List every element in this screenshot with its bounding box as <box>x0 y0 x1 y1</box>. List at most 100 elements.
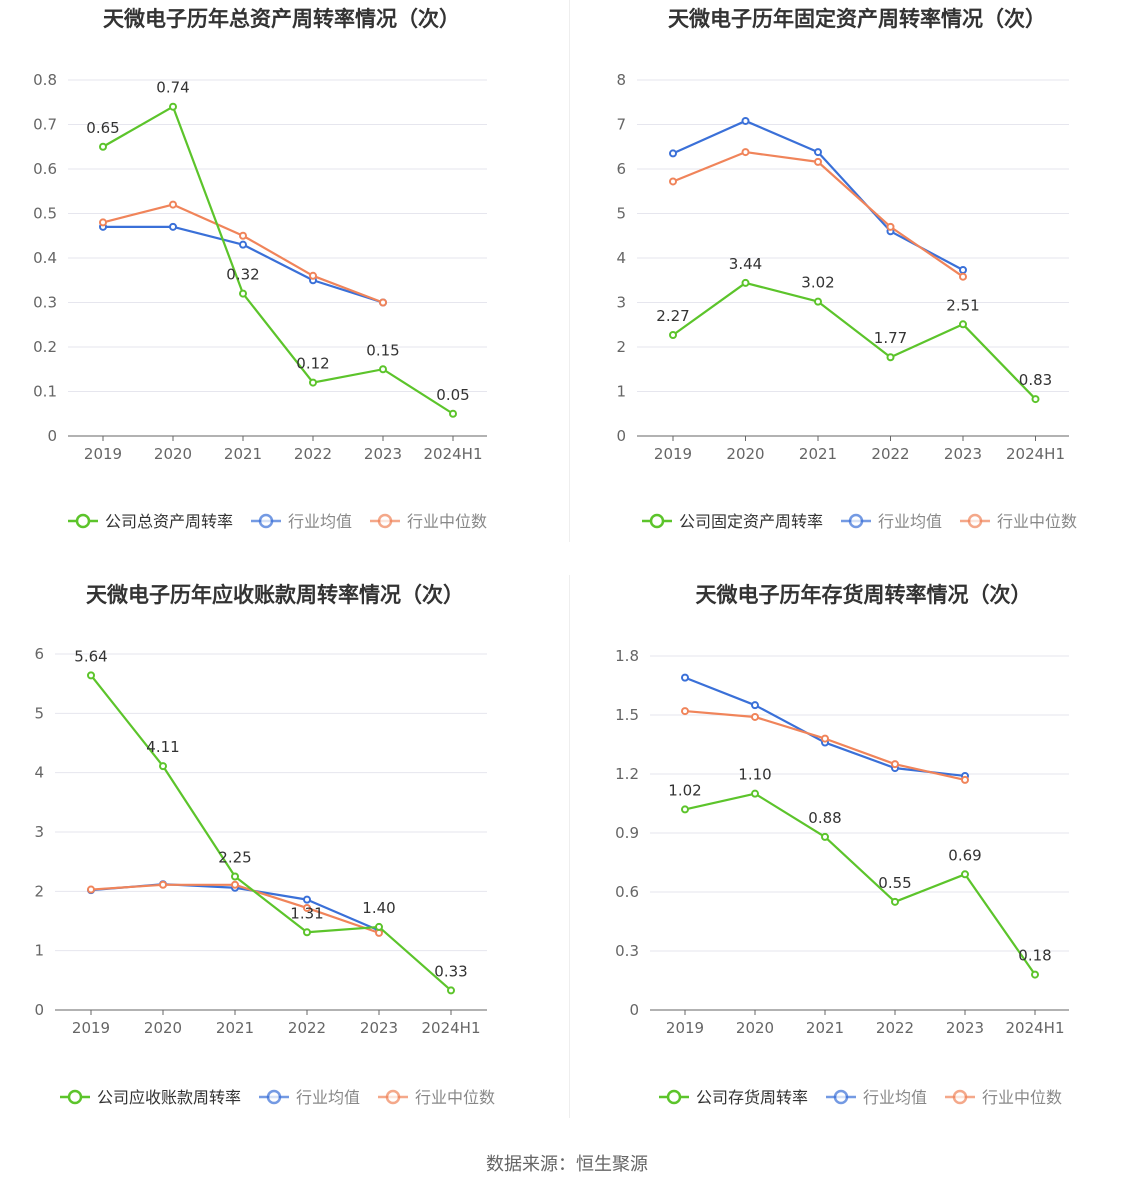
data-point-company <box>886 353 895 362</box>
data-label: 2.51 <box>946 296 979 314</box>
data-point-industry-median <box>87 885 95 894</box>
x-tick-label: 2022 <box>288 1019 326 1037</box>
data-point-industry-avg <box>741 116 750 125</box>
y-tick-label: 0 <box>616 427 626 445</box>
data-label: 2.25 <box>218 849 251 867</box>
y-tick-label: 5 <box>34 704 44 722</box>
data-point-industry-median <box>891 760 899 769</box>
legend-item-company[interactable]: 公司固定资产周转率 <box>642 512 823 531</box>
y-tick-label: 0 <box>47 427 57 445</box>
legend-item-industry-median[interactable]: 行业中位数 <box>945 1088 1062 1107</box>
chart-svg: 天微电子历年应收账款周转率情况（次） 0 1 2 3 4 5 6 2019 2020 2021 202… <box>34 583 495 1107</box>
x-tick-label: 2023 <box>944 445 982 463</box>
series-line-industry-median <box>90 883 380 934</box>
y-tick-label: 0.6 <box>33 160 57 178</box>
legend-marker <box>67 1089 83 1105</box>
x-tick-label: 2019 <box>654 445 692 463</box>
data-point-industry-median <box>309 271 317 280</box>
x-tick-label: 2021 <box>224 445 262 463</box>
data-label: 0.55 <box>878 874 911 892</box>
legend-marker <box>649 513 665 529</box>
legend-label: 公司存货周转率 <box>696 1088 808 1107</box>
legend-marker <box>666 1089 682 1105</box>
x-tick-label: 2024H1 <box>1006 1019 1065 1037</box>
data-label: 0.18 <box>1018 947 1051 965</box>
data-point-company <box>99 142 107 151</box>
data-point-industry-median <box>821 734 829 743</box>
y-tick-label: 1.2 <box>615 765 639 783</box>
data-point-industry-median <box>379 298 387 307</box>
chart-title: 天微电子历年总资产周转率情况（次） <box>103 7 460 31</box>
data-point-industry-avg <box>669 149 677 158</box>
data-label: 0.32 <box>226 266 259 284</box>
data-point-company <box>379 365 387 374</box>
series-line-company <box>102 105 454 415</box>
series-line-company <box>684 792 1036 976</box>
data-label: 0.05 <box>436 386 469 404</box>
data-point-industry-avg <box>239 240 247 249</box>
legend-marker <box>258 513 274 529</box>
legend-marker <box>385 1089 401 1105</box>
data-label: 0.12 <box>296 355 329 373</box>
data-point-company <box>814 297 822 306</box>
y-tick-label: 6 <box>34 645 44 663</box>
legend-item-industry-avg[interactable]: 行业均值 <box>841 512 942 531</box>
data-point-company <box>961 870 969 879</box>
legend-label: 行业均值 <box>878 512 942 531</box>
x-tick-label: 2024H1 <box>422 1019 481 1037</box>
legend-item-company[interactable]: 公司总资产周转率 <box>68 512 233 531</box>
data-point-company <box>447 986 455 995</box>
x-tick-label: 2022 <box>876 1019 914 1037</box>
y-tick-label: 1.5 <box>615 706 639 724</box>
legend-marker <box>377 513 393 529</box>
legend-marker <box>848 513 864 529</box>
data-point-company <box>741 278 750 287</box>
legend-marker <box>75 513 91 529</box>
data-label: 1.10 <box>738 766 771 784</box>
data-label: 2.27 <box>656 307 689 325</box>
data-label: 0.88 <box>808 809 841 827</box>
legend-item-industry-avg[interactable]: 行业均值 <box>251 512 352 531</box>
y-tick-label: 0.6 <box>615 883 639 901</box>
data-source-note: 数据来源：恒生聚源 <box>486 1154 648 1175</box>
legend-item-industry-median[interactable]: 行业中位数 <box>378 1088 495 1107</box>
data-point-industry-median <box>751 712 759 721</box>
legend-label: 公司应收账款周转率 <box>97 1088 241 1107</box>
data-point-industry-median <box>886 222 895 231</box>
data-label: 0.69 <box>948 846 981 864</box>
data-point-industry-avg <box>169 222 177 231</box>
y-tick-label: 7 <box>616 116 626 134</box>
legend-label: 行业均值 <box>863 1088 927 1107</box>
y-tick-label: 4 <box>616 249 626 267</box>
series-line-company <box>90 674 452 992</box>
x-tick-label: 2024H1 <box>1006 445 1065 463</box>
data-point-company <box>959 320 967 329</box>
data-point-industry-median <box>159 880 167 889</box>
data-point-industry-avg <box>303 895 311 904</box>
legend-label: 公司总资产周转率 <box>105 512 233 531</box>
legend-item-company[interactable]: 公司存货周转率 <box>659 1088 808 1107</box>
data-point-company <box>87 671 95 680</box>
chart-fixed-asset-turnover: 天微电子历年固定资产周转率情况（次） 0 1 2 3 4 5 6 7 8 2019 2020 2021 2… <box>567 0 1134 576</box>
legend-label: 行业中位数 <box>982 1088 1062 1107</box>
chart-svg: 天微电子历年固定资产周转率情况（次） 0 1 2 3 4 5 6 7 8 2019 2020 2021 2… <box>616 7 1077 531</box>
data-point-company <box>669 330 677 339</box>
y-tick-label: 0.8 <box>33 71 57 89</box>
legend-item-industry-median[interactable]: 行业中位数 <box>960 512 1077 531</box>
chart-title: 天微电子历年存货周转率情况（次） <box>696 583 1032 607</box>
x-tick-label: 2019 <box>666 1019 704 1037</box>
x-tick-label: 2020 <box>726 445 764 463</box>
data-label: 0.15 <box>366 341 399 359</box>
data-label: 0.33 <box>434 962 467 980</box>
series-line-industry-median <box>102 203 384 304</box>
legend-item-industry-median[interactable]: 行业中位数 <box>370 512 487 531</box>
legend-item-industry-avg[interactable]: 行业均值 <box>259 1088 360 1107</box>
data-label: 0.74 <box>156 79 189 97</box>
y-tick-label: 0.9 <box>615 824 639 842</box>
legend-item-company[interactable]: 公司应收账款周转率 <box>60 1088 241 1107</box>
y-tick-label: 0.5 <box>33 205 57 223</box>
legend-item-industry-avg[interactable]: 行业均值 <box>826 1088 927 1107</box>
chart-svg: 天微电子历年存货周转率情况（次） 0 0.3 0.6 0.9 1.2 1.5 1.8 2019 2… <box>615 583 1069 1107</box>
x-tick-label: 2020 <box>154 445 192 463</box>
data-label: 1.77 <box>874 329 907 347</box>
